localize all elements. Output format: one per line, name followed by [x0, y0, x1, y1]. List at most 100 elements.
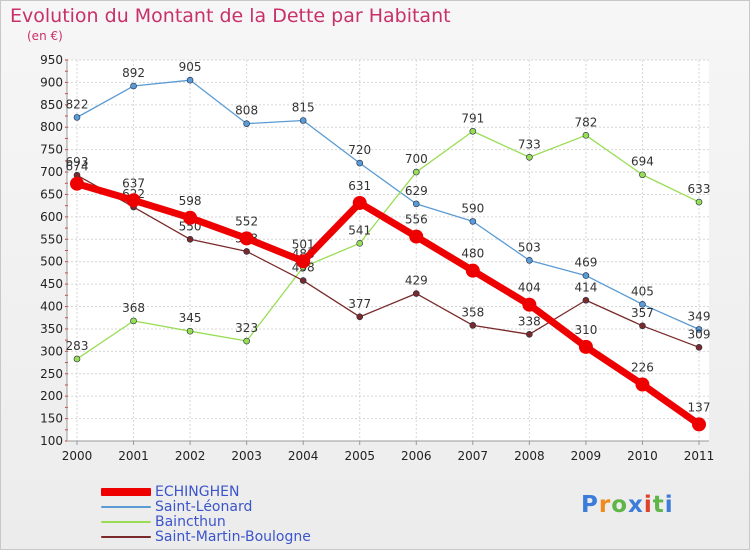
data-label-echinghen: 480 [461, 247, 484, 261]
x-tick-label: 2008 [514, 449, 545, 463]
data-point-baincthun [695, 198, 703, 206]
data-label-saint-leonard: 469 [574, 256, 597, 270]
data-point-baincthun [130, 317, 137, 325]
data-label-saint-leonard: 808 [235, 104, 258, 118]
y-tick-label: 750 [40, 143, 63, 157]
plot-area [67, 60, 709, 441]
data-label-echinghen: 556 [405, 213, 428, 227]
data-label-saint-martin-boulogne: 358 [461, 305, 484, 319]
data-label-saint-leonard: 892 [122, 66, 145, 80]
series-line-saint-martin-boulogne [76, 174, 700, 348]
legend-label-echinghen: ECHINGHEN [155, 484, 240, 500]
data-label-saint-martin-boulogne: 309 [688, 327, 711, 341]
data-label-saint-leonard: 503 [518, 240, 541, 254]
data-label-baincthun: 700 [405, 152, 428, 166]
data-label-echinghen: 598 [179, 194, 202, 208]
logo-letter: P [581, 492, 599, 518]
data-point-baincthun [356, 240, 364, 247]
data-label-saint-leonard: 590 [461, 201, 484, 215]
x-tick-label: 2006 [401, 449, 432, 463]
data-label-baincthun: 694 [631, 155, 654, 169]
data-point-saint-leonard [186, 76, 194, 84]
data-point-saint-leonard [130, 82, 137, 90]
data-label-echinghen: 631 [348, 179, 371, 193]
data-point-echinghen [465, 263, 480, 278]
data-label-echinghen: 404 [518, 281, 541, 295]
data-point-echinghen [692, 417, 706, 432]
y-tick-label: 700 [40, 165, 63, 179]
x-tick-label: 2002 [175, 449, 206, 463]
y-tick-label: 900 [40, 75, 63, 89]
data-point-saint-martin-boulogne [356, 313, 364, 321]
data-point-saint-leonard [526, 257, 533, 264]
data-point-echinghen [635, 377, 650, 392]
logo-letter: i [664, 492, 674, 518]
data-point-saint-leonard [299, 117, 307, 124]
data-point-saint-leonard [639, 300, 646, 308]
data-label-saint-martin-boulogne: 377 [348, 297, 371, 311]
y-tick-label: 650 [40, 187, 63, 201]
legend-label-saint-leonard: Saint-Léonard [155, 499, 253, 515]
data-label-baincthun: 633 [688, 182, 711, 196]
data-point-saint-martin-boulogne [186, 235, 194, 243]
data-point-saint-leonard [582, 272, 590, 279]
data-point-echinghen [183, 210, 198, 225]
y-tick-label: 800 [40, 120, 63, 134]
data-point-baincthun [526, 153, 533, 161]
data-label-echinghen: 310 [574, 323, 597, 337]
x-tick-label: 2005 [344, 449, 375, 463]
data-point-baincthun [582, 132, 590, 139]
data-label-saint-martin-boulogne: 338 [518, 314, 541, 328]
data-point-saint-leonard [469, 218, 477, 225]
y-tick-label: 400 [40, 300, 63, 314]
logo-letter: x [628, 492, 644, 518]
y-tick-label: 450 [40, 277, 63, 291]
data-point-baincthun [469, 127, 477, 135]
data-point-echinghen [522, 297, 537, 312]
data-label-saint-leonard: 405 [631, 284, 654, 298]
data-point-baincthun [412, 168, 420, 176]
y-tick-label: 500 [40, 255, 63, 269]
data-label-saint-leonard: 349 [688, 309, 711, 323]
y-tick-label: 950 [40, 53, 63, 67]
legend-swatch-saint-martin-boulogne [101, 536, 151, 538]
series-line-baincthun [76, 130, 700, 360]
data-label-echinghen: 501 [292, 237, 315, 251]
data-point-echinghen [296, 254, 311, 269]
data-label-saint-leonard: 822 [66, 97, 89, 111]
data-point-echinghen [578, 339, 593, 354]
data-point-saint-leonard [73, 114, 81, 121]
data-point-saint-martin-boulogne [526, 331, 533, 338]
chart-title: Evolution du Montant de la Dette par Hab… [10, 5, 451, 27]
data-point-echinghen [126, 193, 141, 208]
data-label-echinghen: 637 [122, 176, 145, 190]
data-label-echinghen: 674 [66, 160, 89, 174]
data-point-saint-martin-boulogne [243, 248, 250, 255]
data-point-saint-martin-boulogne [582, 296, 590, 304]
data-label-echinghen: 137 [688, 400, 711, 414]
data-point-saint-martin-boulogne [299, 277, 307, 284]
data-label-echinghen: 226 [631, 361, 654, 375]
data-point-saint-martin-boulogne [469, 322, 477, 329]
y-tick-label: 350 [40, 322, 63, 336]
data-point-echinghen [239, 231, 254, 246]
data-point-saint-martin-boulogne [412, 290, 420, 297]
data-label-saint-leonard: 815 [292, 101, 315, 115]
data-label-saint-leonard: 720 [348, 143, 371, 157]
x-tick-label: 2000 [62, 449, 93, 463]
data-point-saint-martin-boulogne [639, 322, 646, 330]
data-label-echinghen: 552 [235, 214, 258, 228]
data-point-saint-leonard [356, 159, 364, 167]
data-label-baincthun: 345 [179, 311, 202, 325]
data-point-saint-leonard [412, 200, 420, 208]
legend-label-baincthun: Baincthun [155, 514, 226, 530]
legend-label-saint-martin-boulogne: Saint-Martin-Boulogne [155, 529, 311, 545]
proxiti-logo: Proxiti [581, 492, 674, 518]
data-label-saint-leonard: 905 [179, 60, 202, 74]
y-tick-label: 100 [40, 434, 63, 448]
data-label-saint-martin-boulogne: 414 [574, 280, 597, 294]
data-label-saint-leonard: 629 [405, 184, 428, 198]
series-line-saint-leonard [76, 79, 700, 331]
data-label-saint-martin-boulogne: 429 [405, 274, 428, 288]
